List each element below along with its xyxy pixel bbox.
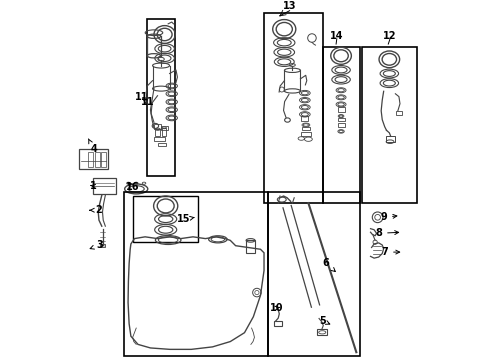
Bar: [246, 240, 255, 253]
Bar: [95, 152, 100, 167]
Bar: [322, 47, 359, 203]
Text: 2: 2: [90, 205, 102, 215]
Text: 4: 4: [88, 139, 97, 154]
Bar: [273, 321, 282, 326]
Bar: [396, 111, 401, 115]
Text: 11: 11: [135, 91, 148, 102]
Text: 5: 5: [319, 316, 329, 326]
Bar: [337, 118, 344, 121]
Bar: [302, 127, 309, 130]
Bar: [132, 196, 198, 242]
Bar: [161, 126, 167, 130]
Bar: [267, 193, 359, 356]
Bar: [361, 47, 416, 203]
Bar: [146, 18, 175, 176]
Bar: [154, 137, 164, 141]
Bar: [301, 117, 308, 121]
Bar: [93, 178, 115, 194]
Bar: [162, 128, 166, 136]
Bar: [317, 329, 326, 335]
Bar: [153, 124, 161, 129]
Text: 8: 8: [374, 228, 398, 238]
Bar: [100, 244, 105, 247]
Text: 16: 16: [126, 182, 139, 192]
Text: 13: 13: [282, 1, 296, 11]
Bar: [264, 13, 322, 203]
Bar: [157, 143, 166, 146]
Bar: [300, 132, 310, 136]
Bar: [79, 149, 108, 169]
Text: 1: 1: [90, 181, 97, 191]
Bar: [88, 152, 92, 167]
Text: 12: 12: [383, 31, 396, 41]
Text: 9: 9: [380, 212, 396, 222]
Text: 7: 7: [381, 247, 399, 257]
Bar: [155, 129, 160, 136]
Bar: [385, 136, 394, 142]
Bar: [123, 193, 267, 356]
Bar: [337, 107, 344, 112]
Bar: [337, 122, 345, 127]
Text: 14: 14: [329, 31, 343, 41]
Text: 11: 11: [140, 97, 154, 107]
Text: 3: 3: [90, 240, 103, 250]
Text: 6: 6: [322, 258, 335, 271]
Bar: [101, 152, 105, 167]
Text: 10: 10: [270, 303, 284, 313]
Text: 15: 15: [177, 215, 194, 224]
